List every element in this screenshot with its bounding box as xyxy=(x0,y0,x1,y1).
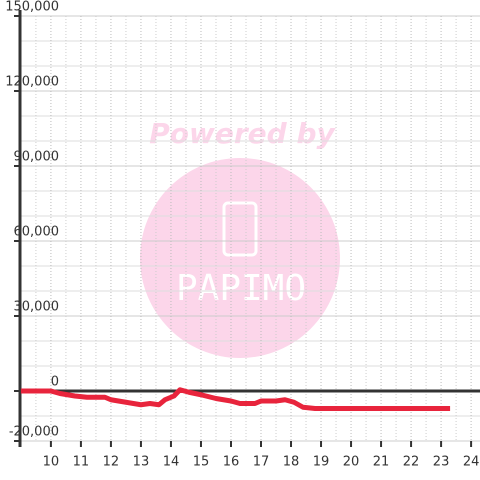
x-tick-label: 23 xyxy=(433,455,450,470)
data-line xyxy=(20,387,451,411)
y-tick-label: 150,000 xyxy=(5,0,59,15)
x-tick-label: 17 xyxy=(253,455,270,470)
x-tick-label: 14 xyxy=(163,455,180,470)
y-tick-label: 60,000 xyxy=(14,225,60,240)
watermark-icon xyxy=(222,201,258,257)
y-tick-label: 30,000 xyxy=(14,300,60,315)
plot xyxy=(20,387,451,411)
y-tick-label: 90,000 xyxy=(14,150,60,165)
grid: 150,000120,00090,00060,00030,0000-20,000… xyxy=(5,0,480,470)
x-tick-label: 13 xyxy=(133,455,150,470)
x-tick-label: 15 xyxy=(193,455,210,470)
x-tick-label: 20 xyxy=(343,455,360,470)
watermark-logo: PAPIMO xyxy=(176,268,306,309)
x-tick-label: 19 xyxy=(313,455,330,470)
x-tick-label: 12 xyxy=(103,455,120,470)
x-tick-label: 10 xyxy=(43,455,60,470)
x-tick-label: 18 xyxy=(283,455,300,470)
x-tick-label: 24 xyxy=(463,455,480,470)
x-tick-label: 11 xyxy=(73,455,90,470)
y-tick-label: -20,000 xyxy=(9,425,59,440)
x-tick-label: 21 xyxy=(373,455,390,470)
watermark-text: Powered by xyxy=(149,117,336,150)
x-tick-label: 22 xyxy=(403,455,420,470)
x-tick-label: 16 xyxy=(223,455,240,470)
watermark-circle xyxy=(140,158,340,358)
y-tick-label: 0 xyxy=(51,375,59,390)
